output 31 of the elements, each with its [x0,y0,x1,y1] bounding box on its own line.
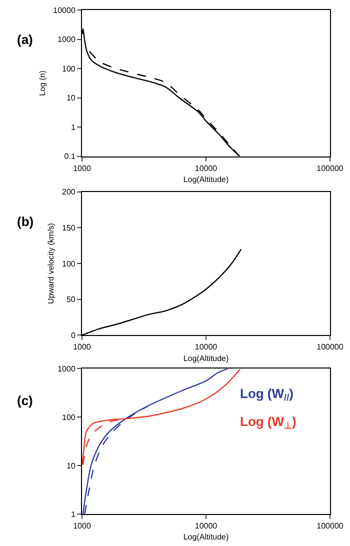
y-axis-title: Upward velocity (km/s) [46,222,56,304]
y-tick-label: 100 [62,64,76,74]
y-tick-label: 0 [70,330,76,340]
x-axis-title: Log(Altitude) [183,174,230,184]
y-tick-label: 1000 [58,364,76,374]
text: (a) [17,32,33,47]
x-axis-title: Log(Altitude) [183,532,230,542]
x-tick-label: 10000 [194,342,218,352]
y-tick-label: 1 [70,122,76,132]
y-tick-label: 10 [66,461,76,470]
x-tick-label: 100000 [316,342,344,352]
y-tick-label: 150 [62,223,76,232]
series-label: Log (W$_{//}$) [240,386,294,403]
y-tick-label: 50 [66,295,76,304]
y-tick-label: 100 [62,412,76,422]
y-tick-label: 1 [70,510,76,519]
x-tick-label: 10000 [194,522,218,531]
y-tick-label: 200 [62,188,76,197]
y-tick-label: 10000 [53,6,76,15]
text: (c) [17,393,33,408]
y-tick-label: 100 [62,259,76,268]
x-axis-title: Log(Altitude) [183,354,230,363]
y-axis-title: Log (n) [38,70,47,96]
x-tick-label: 100000 [316,522,344,531]
y-tick-label: 0.1 [64,152,76,162]
text: Log (W$_{⊥}$) [240,414,296,431]
x-tick-label: 10000 [194,164,218,173]
y-tick-label: 1000 [58,35,76,44]
x-tick-label: 100000 [316,164,344,173]
text: (b) [17,214,34,229]
y-tick-label: 10 [66,94,76,103]
